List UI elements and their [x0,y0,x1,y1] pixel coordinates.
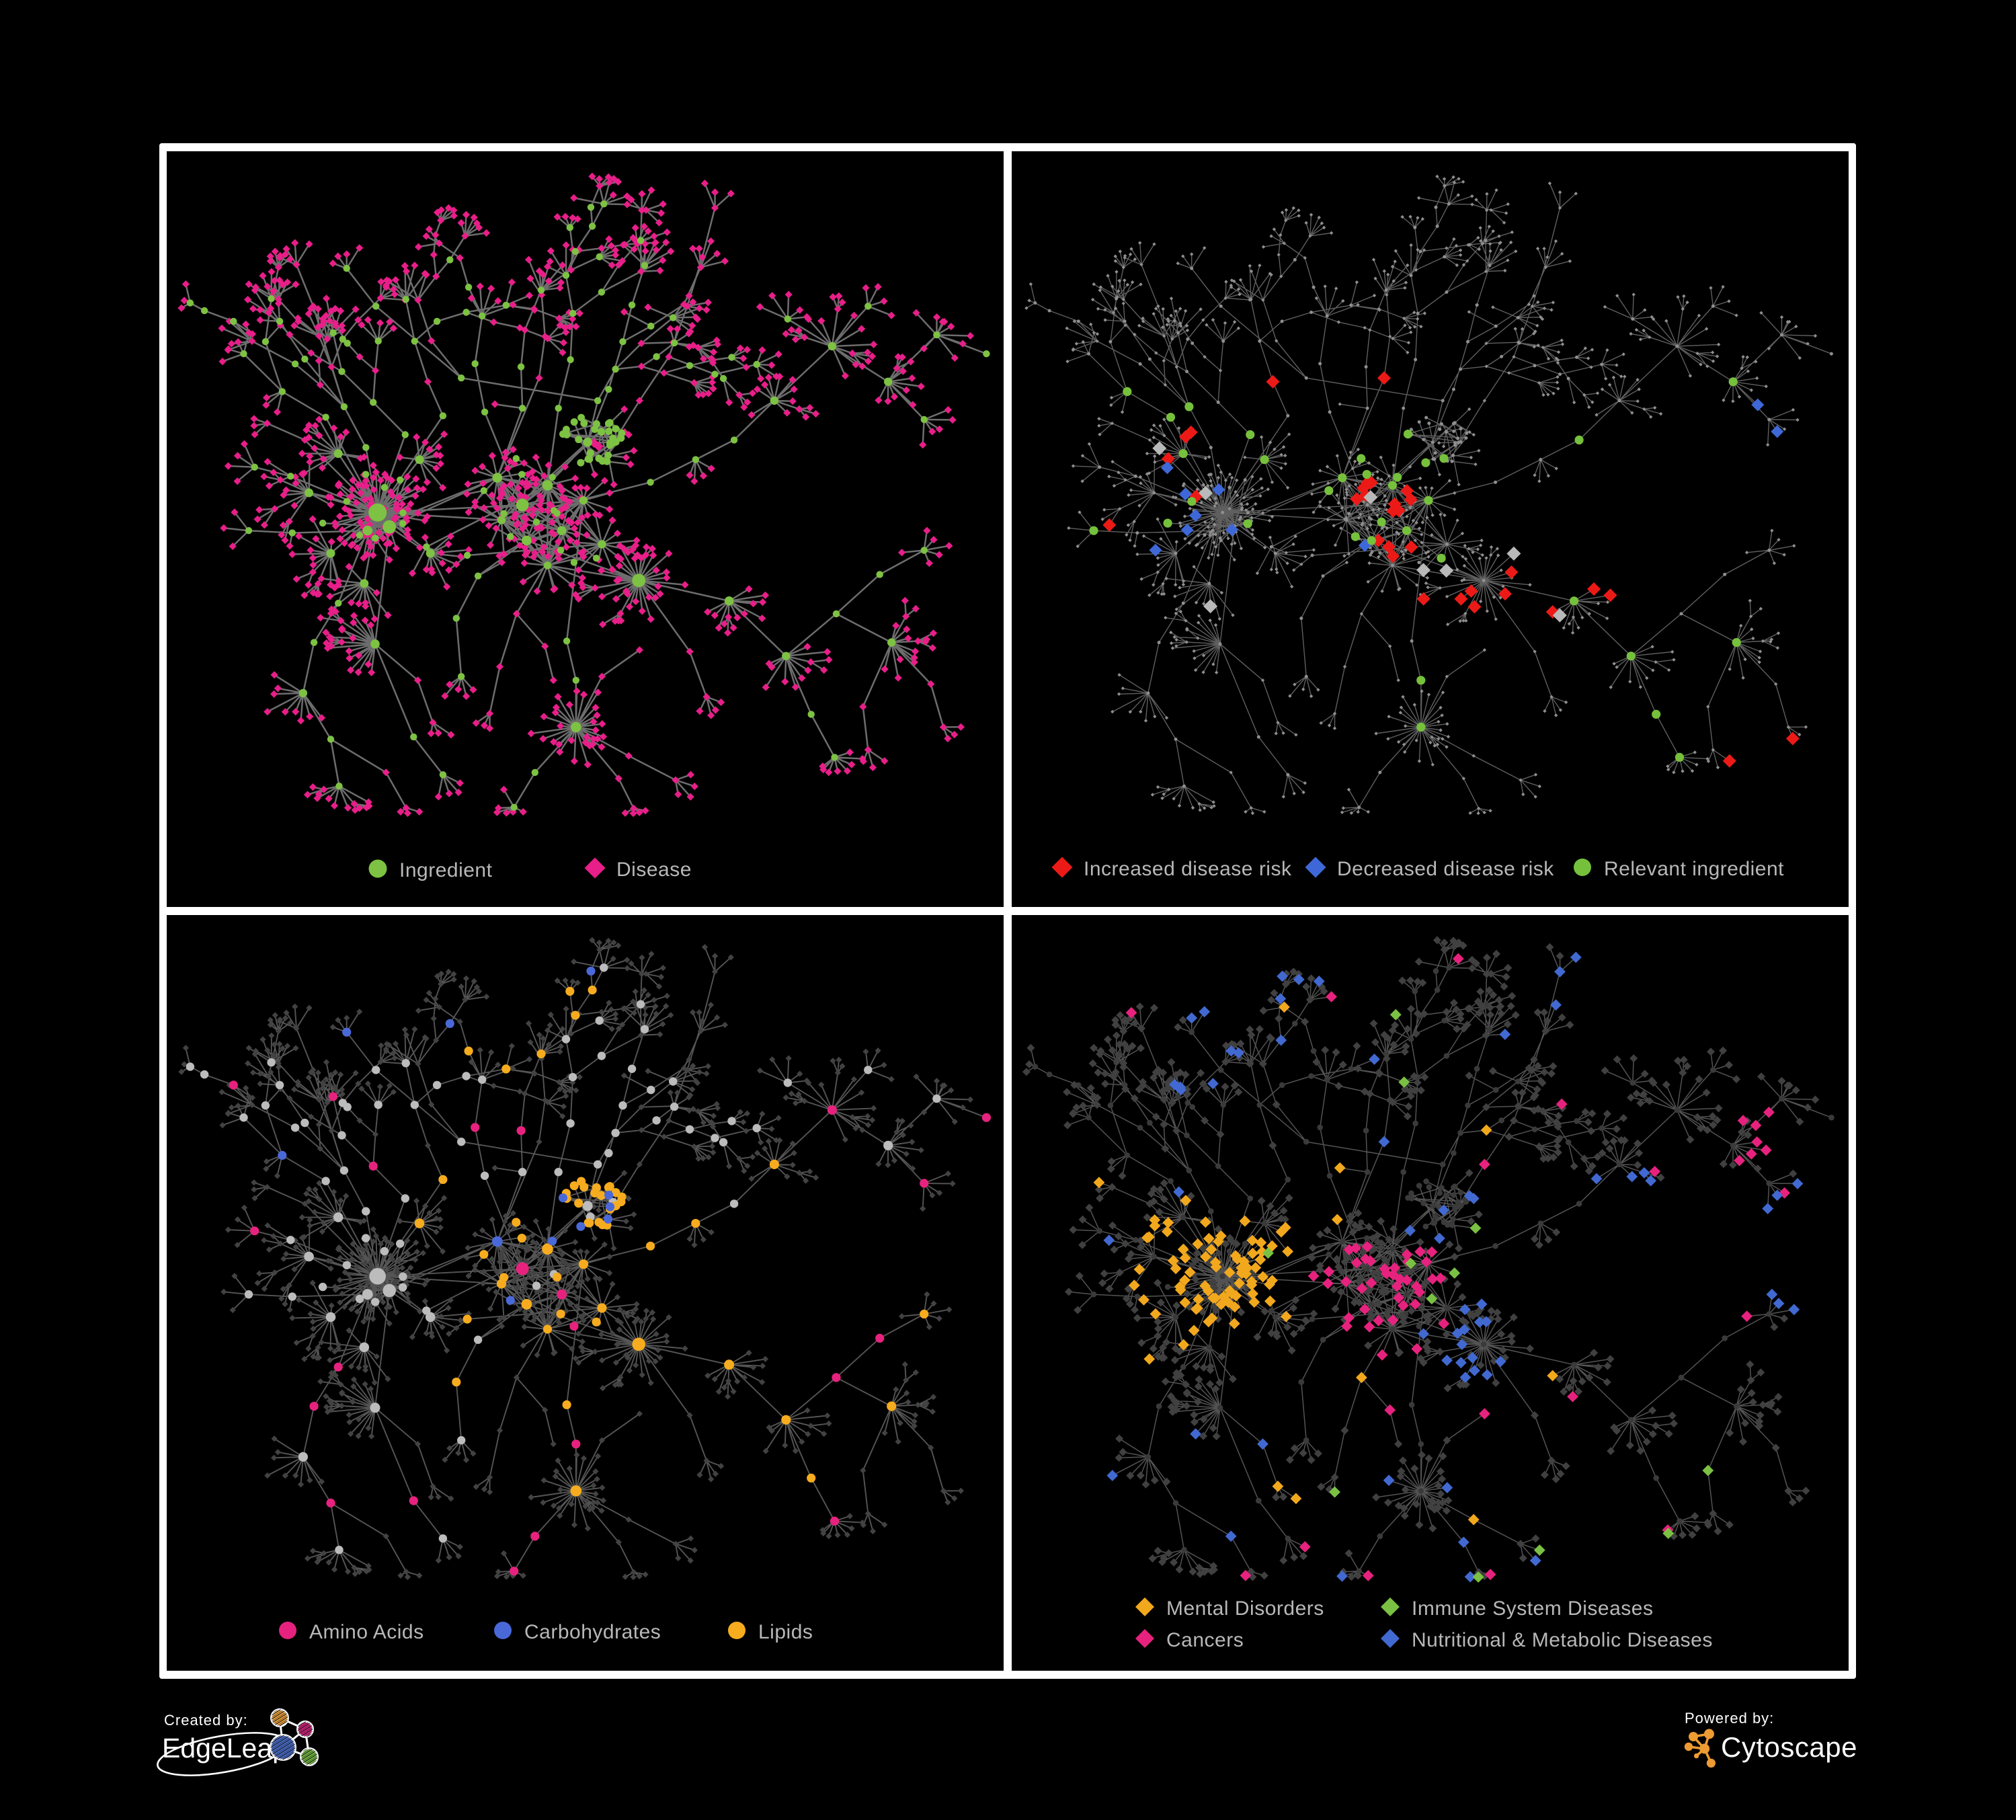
svg-text:Immune System Diseases: Immune System Diseases [1412,1597,1653,1620]
svg-text:Powered by:: Powered by: [1685,1710,1774,1727]
svg-text:EdgeLeap: EdgeLeap [162,1733,288,1764]
svg-text:Cancers: Cancers [1166,1629,1244,1651]
svg-text:Increased disease risk: Increased disease risk [1084,858,1292,880]
svg-text:Lipids: Lipids [758,1621,813,1643]
svg-text:Mental Disorders: Mental Disorders [1166,1597,1324,1620]
svg-text:Decreased disease risk: Decreased disease risk [1337,858,1554,880]
svg-text:Ingredient: Ingredient [399,859,493,881]
svg-text:Created by:: Created by: [164,1712,248,1729]
svg-text:Disease: Disease [616,859,692,881]
svg-text:Cytoscape: Cytoscape [1721,1731,1857,1763]
svg-text:Nutritional & Metabolic Diseas: Nutritional & Metabolic Diseases [1412,1629,1713,1651]
svg-text:Amino Acids: Amino Acids [309,1621,424,1643]
svg-text:Relevant ingredient: Relevant ingredient [1604,858,1784,880]
svg-text:Carbohydrates: Carbohydrates [524,1621,661,1643]
